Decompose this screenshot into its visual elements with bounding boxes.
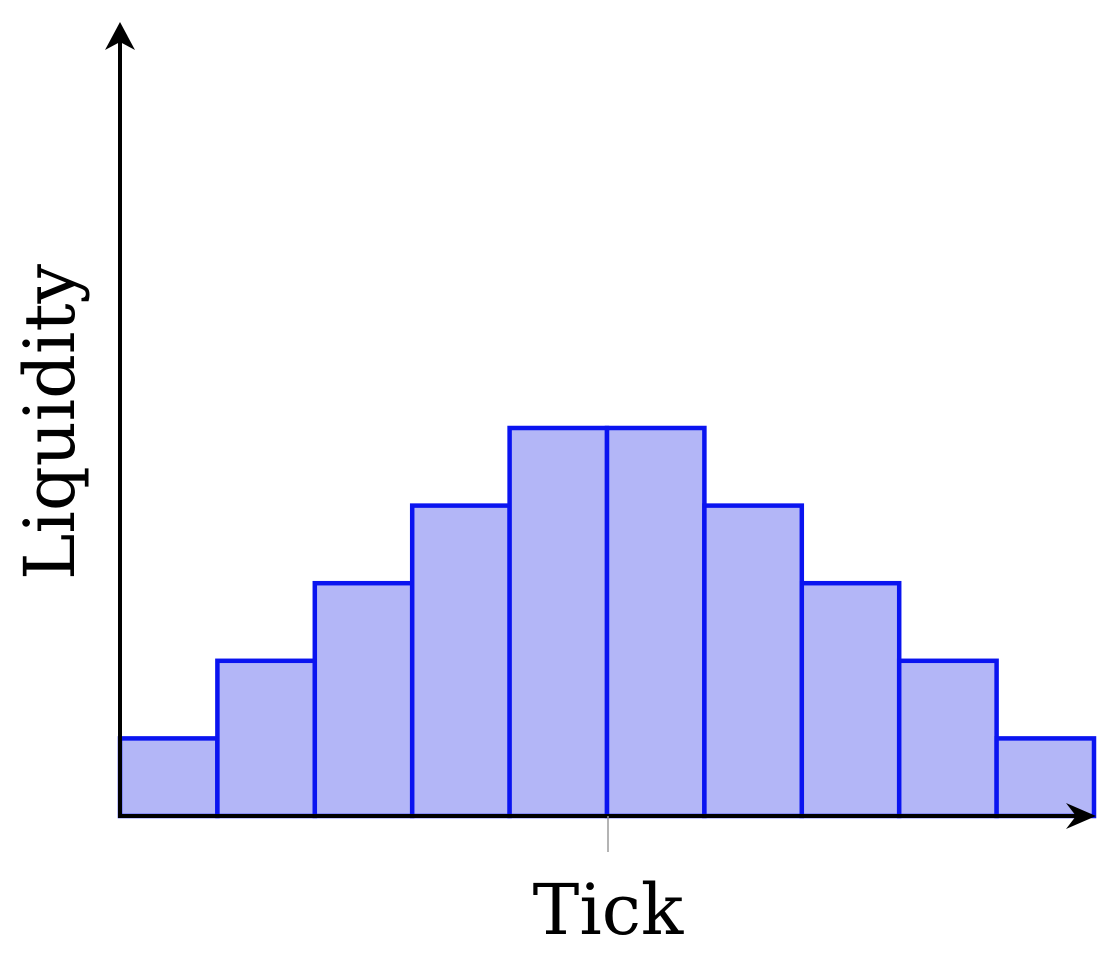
histogram-bar-8 [799,580,902,819]
x-axis-arrowhead [1066,803,1096,829]
histogram-bar-3 [312,580,415,819]
bars-group [117,425,1097,819]
histogram-bar-9 [896,658,999,819]
histogram-bar-5 [507,425,610,819]
x-axis-label: Tick [533,869,684,951]
histogram-bar-7 [702,503,805,819]
histogram-bar-2 [215,658,318,819]
y-axis-arrowhead [105,22,135,50]
histogram-bar-6 [604,425,707,819]
histogram-bar-4 [409,503,512,819]
histogram-bar-10 [994,736,1097,819]
histogram-bar-1 [117,736,220,819]
y-axis-label: Liquidity [9,264,91,580]
